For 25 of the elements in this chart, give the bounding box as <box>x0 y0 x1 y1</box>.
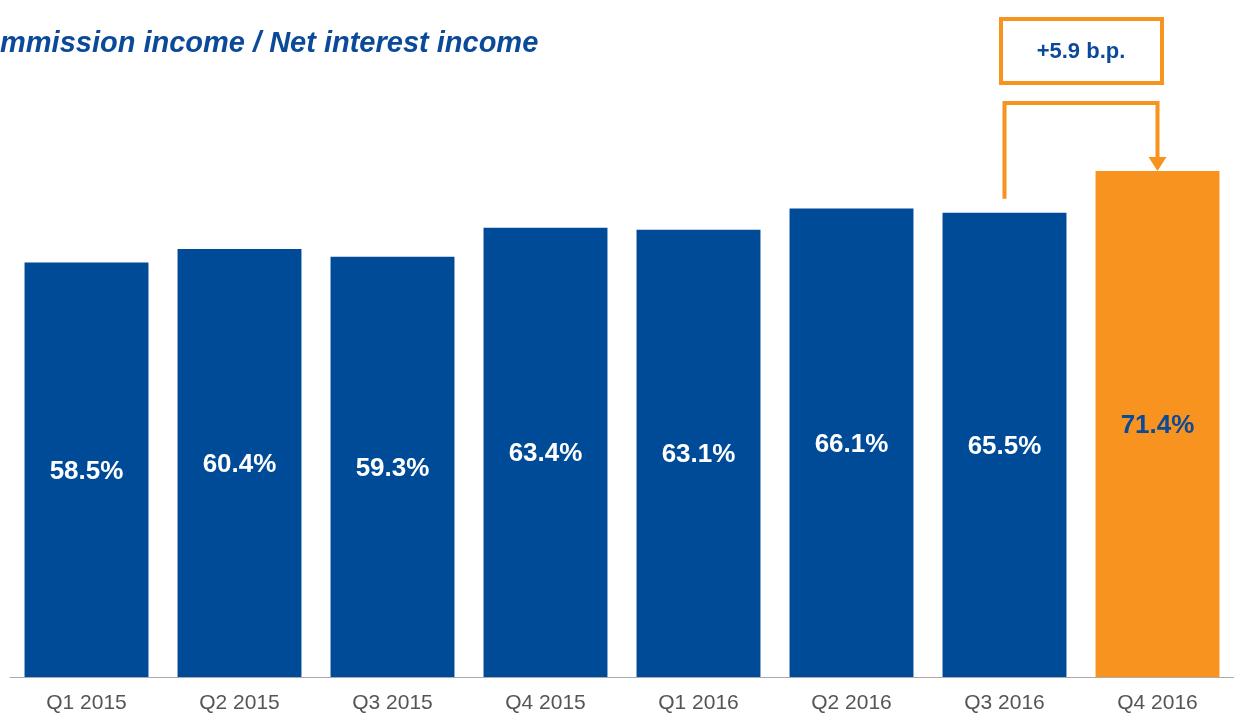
x-tick-label: Q1 2016 <box>658 690 739 713</box>
text: +5.9 b.p. <box>998 16 1164 85</box>
bar <box>789 208 914 677</box>
x-tick-label: Q1 2015 <box>46 690 127 713</box>
bar <box>636 229 761 677</box>
bar <box>942 212 1067 677</box>
bar <box>177 248 302 677</box>
data-label: 66.1% <box>814 427 889 458</box>
data-label: 63.4% <box>508 437 583 468</box>
chart-title: mmission income / Net interest income <box>0 26 539 59</box>
bar <box>330 256 455 677</box>
data-label: 63.1% <box>661 438 736 469</box>
bar <box>24 262 149 677</box>
data-label: 71.4% <box>1120 408 1195 439</box>
data-label: 65.5% <box>967 429 1042 460</box>
x-tick-label: Q4 2015 <box>505 690 586 713</box>
data-label: 60.4% <box>202 447 277 478</box>
x-tick-label: Q2 2016 <box>811 690 892 713</box>
x-tick-label: Q4 2016 <box>1117 690 1198 713</box>
data-label: 58.5% <box>49 454 124 485</box>
data-label: 59.3% <box>355 451 430 482</box>
x-tick-label: Q3 2016 <box>964 690 1045 713</box>
x-tick-label: Q2 2015 <box>199 690 280 713</box>
x-tick-label: Q3 2015 <box>352 690 433 713</box>
bar <box>483 227 608 677</box>
